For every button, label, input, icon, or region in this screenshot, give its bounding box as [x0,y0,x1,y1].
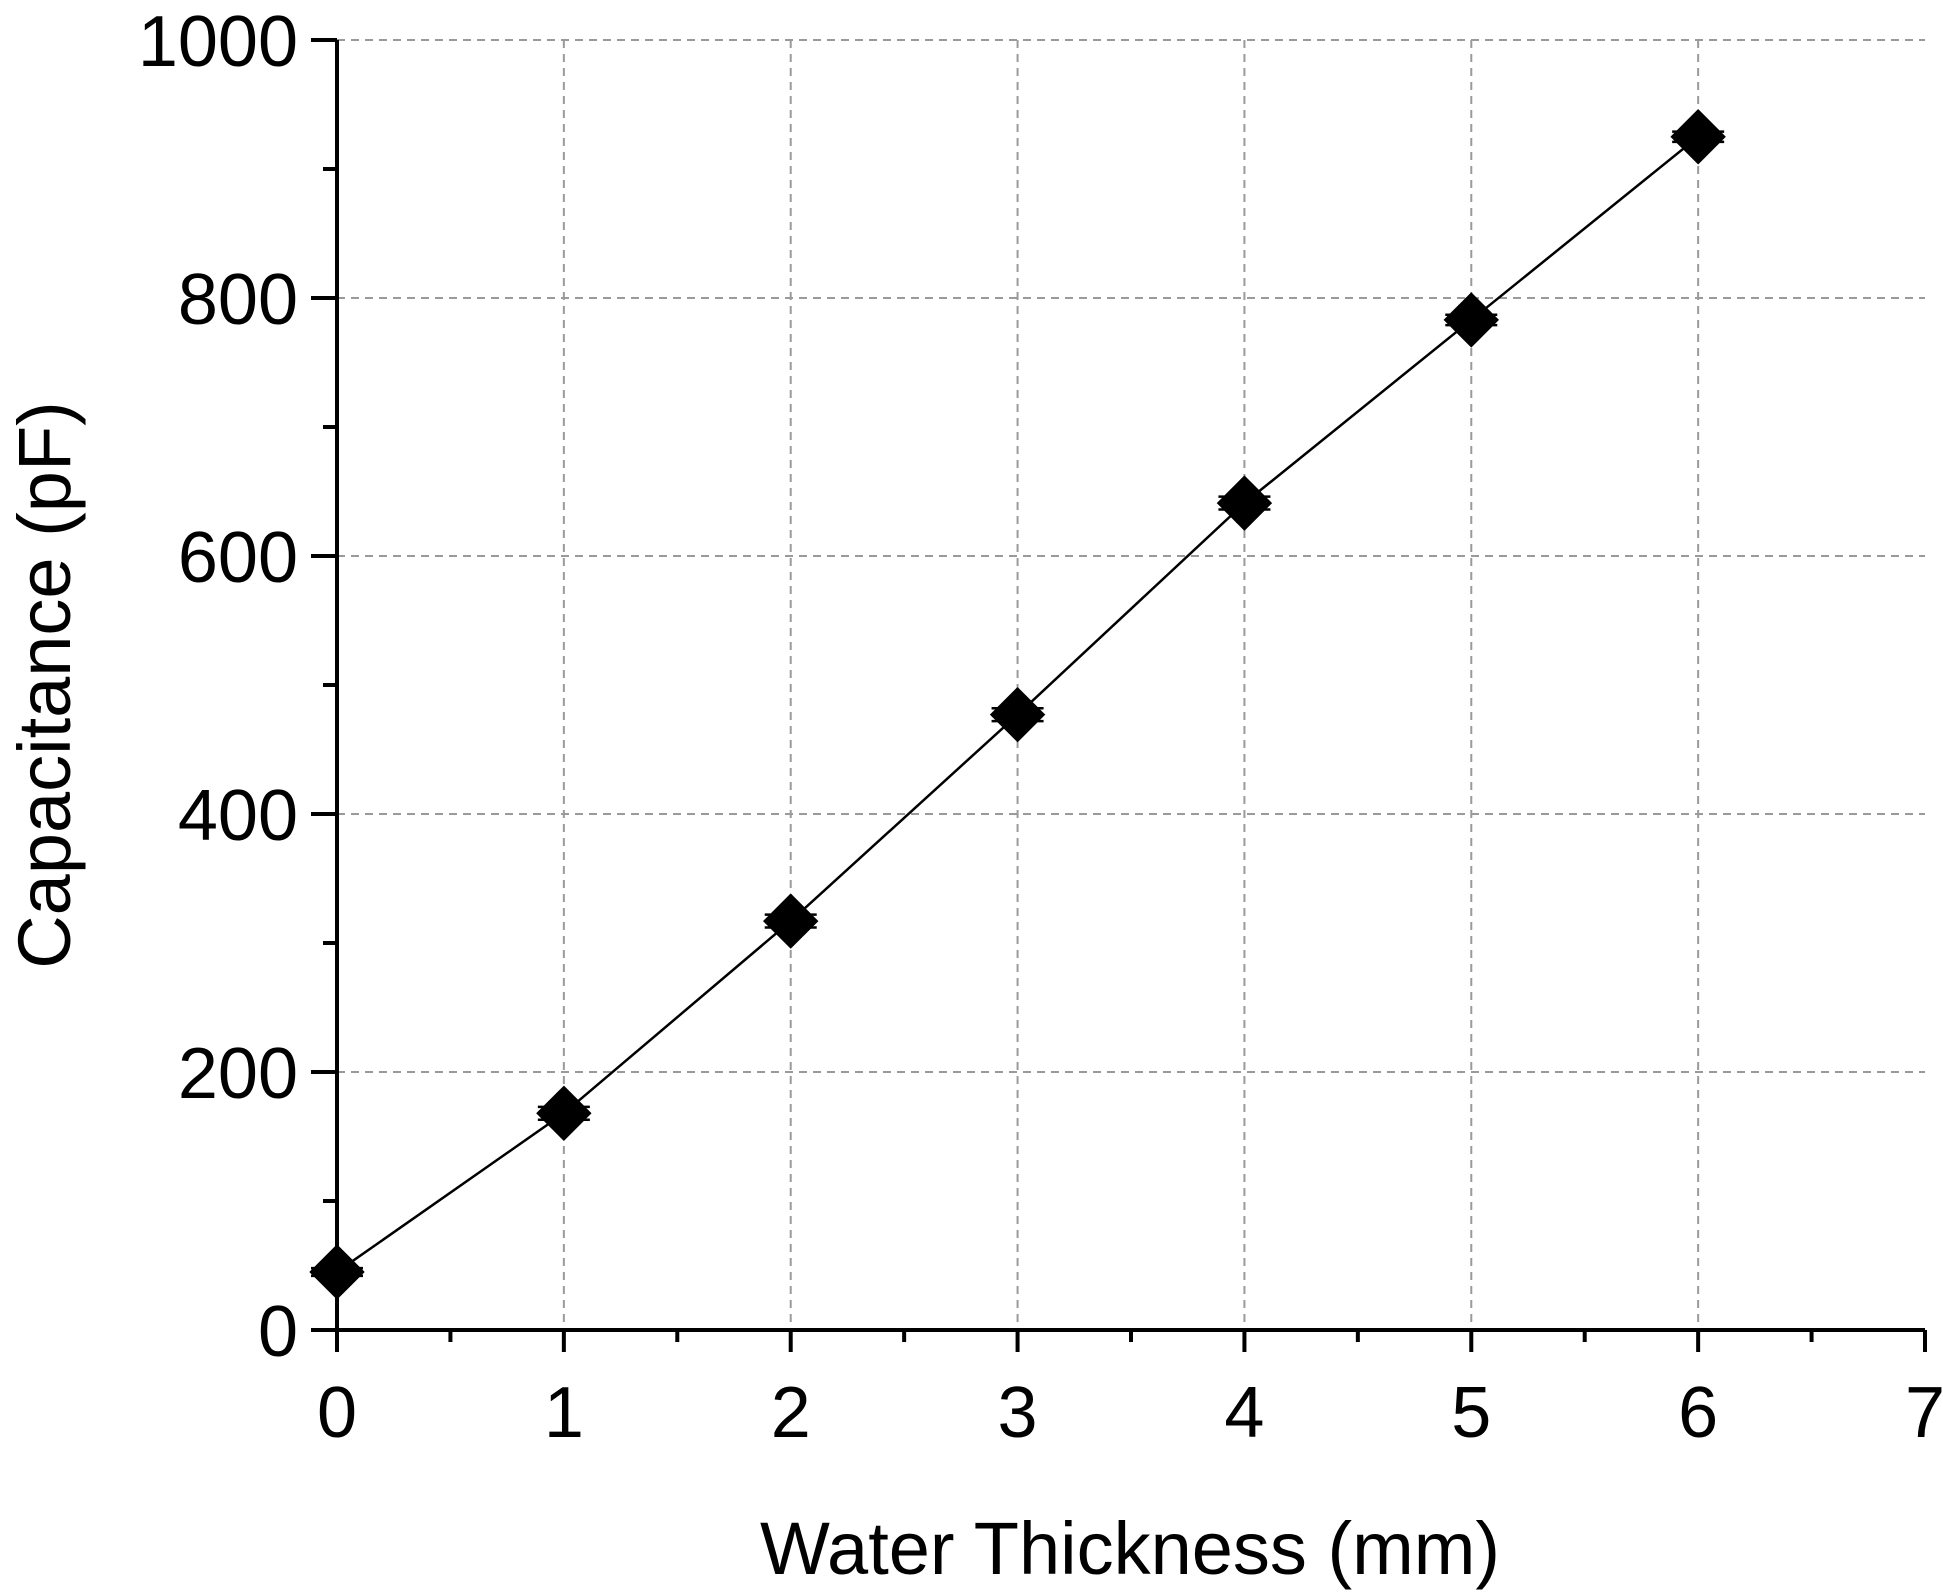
y-tick-label: 600 [178,518,298,598]
x-tick-label: 3 [998,1373,1038,1453]
y-axis-title: Capacitance (pF) [3,401,86,969]
data-point-marker [1216,475,1273,531]
x-tick-label: 5 [1451,1373,1491,1453]
data-point-marker [1443,292,1499,348]
x-tick-label: 0 [317,1373,357,1453]
data-point-marker [1670,109,1726,165]
y-tick-label: 0 [258,1292,298,1372]
x-tick-label: 4 [1224,1373,1264,1453]
x-tick-label: 7 [1905,1373,1943,1453]
y-tick-label: 1000 [138,2,298,82]
y-tick-label: 200 [178,1034,298,1114]
grid-lines [337,39,1925,1330]
axis-ticks [311,38,1927,1352]
tick-labels: 0 1 2 3 4 5 6 7 0 200 400 600 800 1000 [138,2,1943,1453]
data-point-marker [763,893,819,949]
x-tick-label: 2 [771,1373,811,1453]
y-tick-label: 800 [178,260,298,340]
x-tick-label: 1 [544,1373,584,1453]
axes [335,40,1925,1332]
data-point-marker [989,686,1046,743]
x-axis-title: Water Thickness (mm) [760,1507,1500,1590]
data-point-marker [536,1085,592,1141]
data-series [309,109,1726,1300]
y-tick-label: 400 [178,776,298,856]
x-tick-label: 6 [1678,1373,1718,1453]
